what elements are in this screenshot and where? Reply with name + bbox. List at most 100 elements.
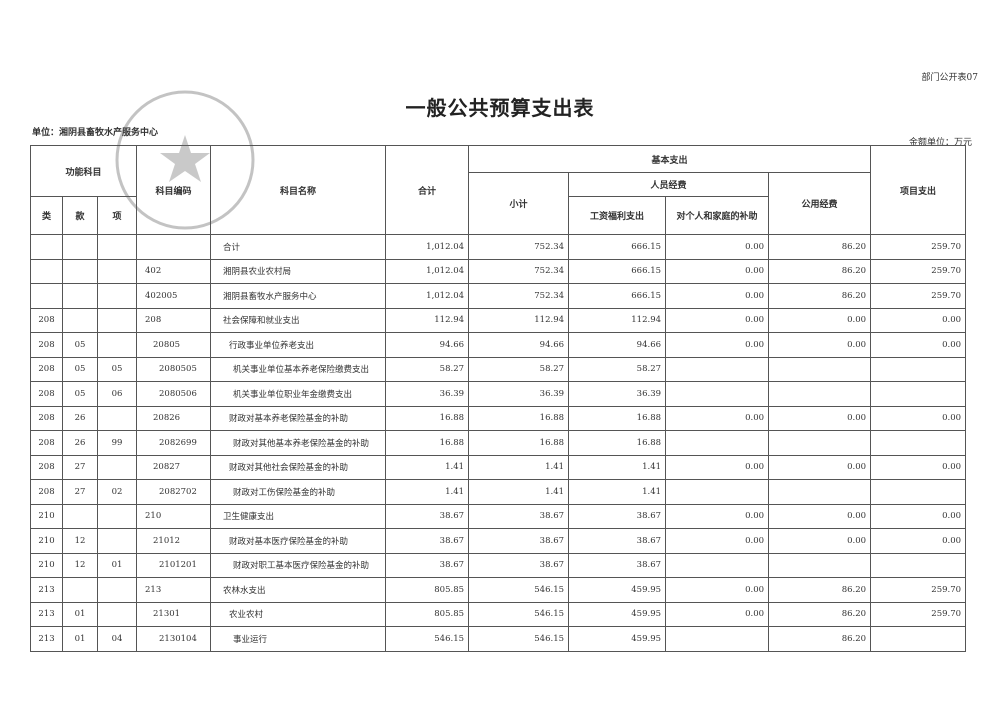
table-cell: 58.27	[568, 356, 667, 382]
table-cell: 1.41	[568, 479, 667, 505]
table-cell: 财政对职工基本医疗保险基金的补助	[210, 552, 387, 578]
table-cell: 农业农村	[210, 601, 387, 627]
table-cell: 402005	[136, 283, 212, 309]
table-cell: 38.67	[568, 503, 667, 529]
table-cell: 2080505	[136, 356, 212, 382]
table-cell	[96, 405, 138, 431]
table-cell: 1.41	[468, 454, 570, 480]
table-cell: 0.00	[665, 234, 770, 260]
table-cell	[96, 601, 138, 627]
table-cell	[665, 552, 770, 578]
table-code: 部门公开表07	[921, 73, 978, 83]
table-cell: 湘阴县农业农村局	[210, 258, 387, 284]
table-row: 402005 湘阴县畜牧水产服务中心 1,012.04 752.34 666.15 0.0…	[30, 283, 967, 309]
table-cell: 38.67	[468, 503, 570, 529]
table-cell: 16.88	[468, 430, 570, 456]
table-cell: 机关事业单位基本养老保险缴费支出	[210, 356, 387, 382]
table-cell: 86.20	[768, 283, 872, 309]
header-cell: 科目编码	[136, 145, 212, 235]
table-cell: 0.00	[768, 454, 872, 480]
table-cell: 666.15	[568, 258, 667, 284]
table-cell	[62, 503, 98, 529]
table-cell: 1.41	[568, 454, 667, 480]
table-cell	[665, 356, 770, 382]
table-cell	[870, 381, 967, 407]
table-cell: 208	[30, 454, 63, 480]
table-cell	[96, 307, 138, 333]
table-cell: 208	[30, 430, 63, 456]
table-cell	[665, 430, 770, 456]
table-cell	[96, 258, 138, 284]
table-cell: 752.34	[468, 283, 570, 309]
table-cell: 1.41	[468, 479, 570, 505]
table-cell	[62, 258, 98, 284]
table-cell: 94.66	[468, 332, 570, 358]
table-row: 合计 1,012.04 752.34 666.15 0.00 86.20 259.70	[30, 234, 967, 260]
table-cell: 38.67	[385, 552, 470, 578]
header-cell: 项	[96, 196, 138, 235]
table-cell: 86.20	[768, 577, 872, 603]
table-cell: 2082702	[136, 479, 212, 505]
table-cell: 社会保障和就业支出	[210, 307, 387, 333]
table-cell: 2082699	[136, 430, 212, 456]
table-cell: 0.00	[870, 454, 967, 480]
table-cell	[870, 430, 967, 456]
table-cell	[62, 307, 98, 333]
table-header: 功能科目 科目编码 科目名称 合计 基本支出 项目支出 小计 人员经费 公用经费 类款项工资福…	[29, 145, 967, 235]
table-cell: 459.95	[568, 577, 667, 603]
header-cell: 对个人和家庭的补助	[665, 196, 770, 235]
table-cell: 208	[30, 332, 63, 358]
table-row: 208 26 99 2082699 财政对其他基本养老保险基金的补助 16.88 16.88…	[30, 430, 967, 456]
table-cell: 38.67	[568, 528, 667, 554]
table-cell: 459.95	[568, 626, 667, 652]
seal	[115, 90, 255, 230]
table-cell: 01	[62, 626, 98, 652]
table-cell: 210	[30, 552, 63, 578]
table-cell	[62, 577, 98, 603]
table-cell: 752.34	[468, 258, 570, 284]
header-cell: 人员经费	[568, 172, 770, 197]
table-cell: 2101201	[136, 552, 212, 578]
title: 一般公共预算支出表	[405, 96, 595, 120]
header-cell: 基本支出	[468, 145, 872, 173]
table-cell	[870, 552, 967, 578]
table-row: 208 208 社会保障和就业支出 112.94 112.94 112.94 0.00 0.0…	[30, 307, 967, 333]
table-cell	[870, 356, 967, 382]
table-cell: 16.88	[568, 405, 667, 431]
table-cell: 36.39	[568, 381, 667, 407]
table-cell: 752.34	[468, 234, 570, 260]
table-body: 合计 1,012.04 752.34 666.15 0.00 86.20 259.70 402…	[30, 234, 967, 652]
table-cell	[768, 552, 872, 578]
table-cell: 0.00	[665, 528, 770, 554]
table-cell: 0.00	[665, 454, 770, 480]
table-cell: 05	[96, 356, 138, 382]
table-cell: 259.70	[870, 577, 967, 603]
table-cell: 86.20	[768, 258, 872, 284]
table-cell: 0.00	[870, 528, 967, 554]
table-row: 210 210 卫生健康支出 38.67 38.67 38.67 0.00 0.00 0.00	[30, 503, 967, 529]
table-cell: 21301	[136, 601, 212, 627]
table-cell	[768, 430, 872, 456]
table-cell: 合计	[210, 234, 387, 260]
table-cell: 12	[62, 552, 98, 578]
table-cell: 20805	[136, 332, 212, 358]
table-cell: 36.39	[468, 381, 570, 407]
table-cell: 机关事业单位职业年金缴费支出	[210, 381, 387, 407]
table-row: 208 05 06 2080506 机关事业单位职业年金缴费支出 36.39 36.39 36…	[30, 381, 967, 407]
table-cell: 210	[30, 503, 63, 529]
table-cell: 0.00	[665, 332, 770, 358]
table-cell: 04	[96, 626, 138, 652]
table-cell: 94.66	[568, 332, 667, 358]
table-cell: 湘阴县畜牧水产服务中心	[210, 283, 387, 309]
table-cell: 财政对基本医疗保险基金的补助	[210, 528, 387, 554]
table-row: 213 01 04 2130104 事业运行 546.15 546.15 459.95 86.2…	[30, 626, 967, 652]
table-row: 208 27 02 2082702 财政对工伤保险基金的补助 1.41 1.41 1.41	[30, 479, 967, 505]
table-row: 213 213 农林水支出 805.85 546.15 459.95 0.00 86.20 25…	[30, 577, 967, 603]
table-cell: 805.85	[385, 577, 470, 603]
table-cell	[665, 381, 770, 407]
header-cell: 小计	[468, 172, 570, 235]
table-cell	[768, 479, 872, 505]
table-cell: 259.70	[870, 234, 967, 260]
table-cell: 财政对基本养老保险基金的补助	[210, 405, 387, 431]
table-row: 210 12 21012 财政对基本医疗保险基金的补助 38.67 38.67 38.67 0…	[30, 528, 967, 554]
